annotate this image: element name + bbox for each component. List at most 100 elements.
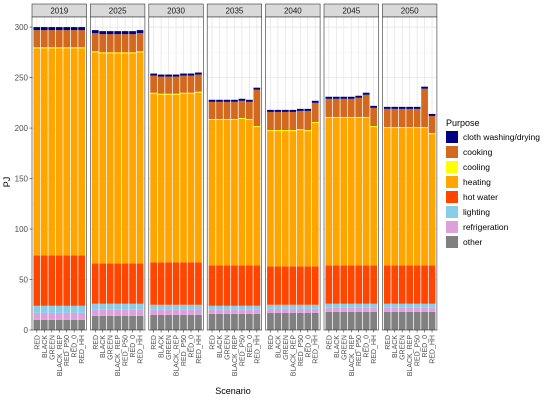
bar-segment-cooking bbox=[289, 111, 297, 131]
bar-segment-other bbox=[370, 311, 378, 330]
bar-segment-hot-water bbox=[195, 262, 202, 305]
bar-segment-cooling bbox=[180, 92, 187, 94]
bar-segment-cooling bbox=[383, 127, 391, 129]
bar-segment-cloth-washing-drying bbox=[187, 73, 195, 76]
bar-segment-cloth-washing-drying bbox=[347, 96, 355, 99]
bar-segment-cooking bbox=[340, 98, 348, 117]
bar-segment-heating bbox=[55, 48, 63, 256]
bar-segment-refrigeration bbox=[63, 312, 71, 320]
bar-segment-heating bbox=[355, 117, 363, 266]
bar-segment-cooking bbox=[253, 89, 261, 127]
bar-segment-refrigeration bbox=[91, 309, 99, 316]
bar-segment-heating bbox=[238, 118, 246, 266]
bar-segment-cooking bbox=[311, 102, 319, 123]
bar-segment-lighting bbox=[129, 303, 136, 310]
bar-segment-other bbox=[296, 312, 304, 330]
bar-segment-cloth-washing-drying bbox=[370, 105, 378, 108]
bar-segment-cooling bbox=[187, 92, 195, 94]
bar-segment-hot-water bbox=[187, 262, 195, 305]
bar-segment-lighting bbox=[216, 305, 223, 310]
bar-segment-cloth-washing-drying bbox=[150, 73, 158, 76]
bar-segment-cooking bbox=[223, 101, 231, 119]
bar-segment-heating bbox=[304, 131, 312, 267]
bar-segment-lighting bbox=[428, 303, 436, 308]
bar-segment-heating bbox=[282, 131, 289, 267]
bar-segment-hot-water bbox=[282, 266, 289, 305]
x-tick-label: RED_0 bbox=[422, 335, 429, 358]
bar-segment-cloth-washing-drying bbox=[282, 109, 289, 112]
bar-segment-other bbox=[208, 313, 216, 330]
bar-segment-other bbox=[282, 312, 289, 330]
legend-label: cooling bbox=[463, 162, 490, 172]
bar-segment-cloth-washing-drying bbox=[40, 27, 48, 31]
bar-segment-refrigeration bbox=[340, 307, 348, 312]
bar-segment-cooking bbox=[40, 30, 48, 48]
bar-segment-heating bbox=[370, 127, 378, 266]
bar-segment-other bbox=[91, 315, 99, 330]
x-tick-label: GREEN bbox=[49, 335, 56, 360]
facet-strip-label: 2050 bbox=[401, 7, 419, 16]
panel-border bbox=[206, 16, 262, 331]
bar-segment-lighting bbox=[340, 303, 348, 308]
bar-segment-heating bbox=[406, 128, 414, 266]
panel-border bbox=[148, 16, 204, 331]
bar-segment-lighting bbox=[231, 305, 238, 310]
bar-segment-cooking bbox=[355, 97, 363, 117]
bar-segment-lighting bbox=[347, 303, 355, 308]
bar-segment-refrigeration bbox=[289, 308, 297, 313]
x-axis-title: Scenario bbox=[215, 386, 251, 396]
x-tick-label: RED_P50 bbox=[415, 335, 422, 366]
bar-segment-hot-water bbox=[355, 265, 363, 304]
bar-segment-lighting bbox=[165, 304, 172, 310]
x-tick-label: RED_HH bbox=[371, 335, 378, 364]
x-tick-label: RED_0 bbox=[305, 335, 312, 358]
bar-segment-cloth-washing-drying bbox=[70, 27, 78, 31]
bar-segment-refrigeration bbox=[332, 307, 340, 312]
y-tick-label: 0 bbox=[24, 326, 29, 335]
bar-segment-refrigeration bbox=[33, 312, 41, 320]
bar-segment-heating bbox=[70, 48, 78, 256]
bar-segment-other bbox=[289, 312, 297, 330]
bar-segment-cooking bbox=[114, 34, 122, 53]
bar-segment-refrigeration bbox=[195, 309, 202, 315]
bar-segment-cooling bbox=[347, 116, 355, 118]
bar-segment-lighting bbox=[114, 303, 122, 310]
x-tick-label: RED bbox=[326, 335, 333, 350]
bar-segment-cloth-washing-drying bbox=[428, 113, 436, 116]
bar-segment-hot-water bbox=[289, 266, 297, 305]
bar-segment-refrigeration bbox=[383, 307, 391, 312]
bar-segment-hot-water bbox=[106, 263, 114, 304]
bar-segment-cooking bbox=[398, 108, 406, 128]
bar-segment-cooking bbox=[370, 107, 378, 127]
facet-strip-label: 2045 bbox=[342, 7, 360, 16]
bar-segment-hot-water bbox=[208, 265, 216, 306]
bar-segment-cloth-washing-drying bbox=[340, 96, 348, 99]
bar-segment-hot-water bbox=[121, 263, 129, 304]
bar-segment-cooking bbox=[70, 30, 78, 48]
x-tick-label: BLACK bbox=[334, 335, 341, 358]
bar-segment-heating bbox=[398, 128, 406, 266]
bar-segment-cloth-washing-drying bbox=[106, 31, 114, 35]
bar-segment-lighting bbox=[289, 304, 297, 309]
bar-segment-lighting bbox=[172, 304, 180, 310]
bar-segment-cooling bbox=[355, 116, 363, 118]
bar-segment-cooking bbox=[216, 101, 223, 119]
bar-segment-cooking bbox=[157, 76, 165, 94]
bar-segment-other bbox=[99, 315, 107, 330]
bar-segment-cooking bbox=[267, 111, 274, 131]
bar-segment-cloth-washing-drying bbox=[267, 109, 274, 112]
x-tick-label: RED_HH bbox=[138, 335, 145, 364]
bar-segment-lighting bbox=[282, 304, 289, 309]
bar-segment-other bbox=[406, 311, 414, 330]
bar-segment-other bbox=[325, 311, 333, 330]
x-tick-label: GREEN bbox=[400, 335, 407, 360]
bar-segment-cooling bbox=[91, 51, 99, 53]
bar-segment-hot-water bbox=[253, 265, 261, 306]
bar-segment-cooling bbox=[296, 129, 304, 131]
bar-segment-lighting bbox=[40, 305, 48, 313]
bar-segment-refrigeration bbox=[370, 307, 378, 312]
bar-segment-refrigeration bbox=[253, 309, 261, 314]
bar-segment-hot-water bbox=[114, 263, 122, 304]
bar-segment-other bbox=[187, 314, 195, 330]
